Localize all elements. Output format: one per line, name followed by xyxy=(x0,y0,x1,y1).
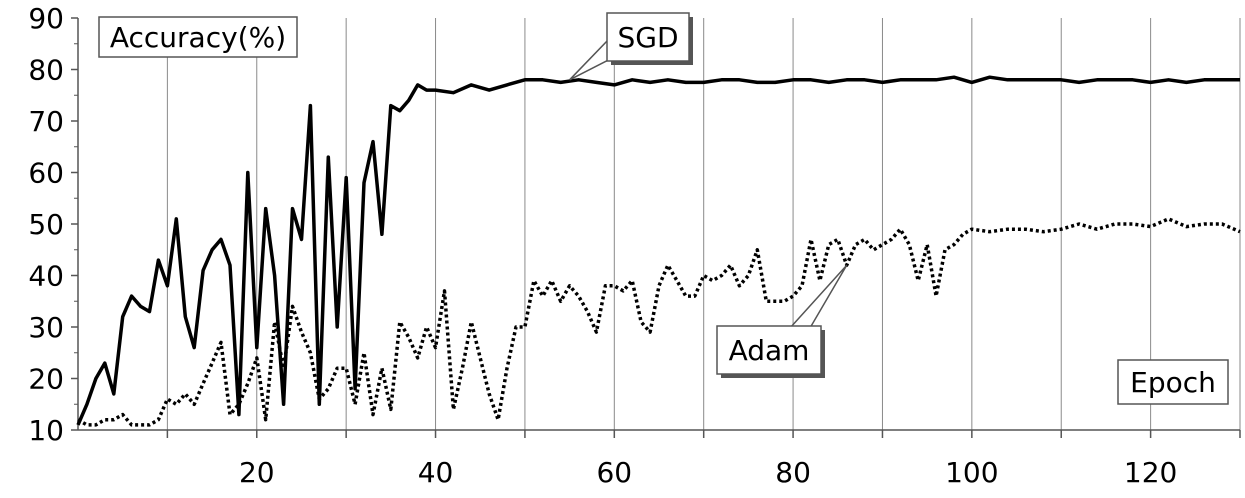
series-label-adam-text: Adam xyxy=(729,334,810,367)
x-tick-label-40: 40 xyxy=(418,456,454,489)
series-line-sgd xyxy=(76,75,1240,426)
series-lines xyxy=(76,75,1241,427)
y-axis-title-text: Accuracy(%) xyxy=(110,21,286,54)
series-label-sgd: SGD xyxy=(606,12,693,65)
y-tick-label-30: 30 xyxy=(28,311,64,344)
series-label-sgd-text: SGD xyxy=(617,21,678,54)
y-axis-title-box xyxy=(98,16,298,58)
x-axis-title-box xyxy=(1117,359,1229,405)
y-tick-label-80: 80 xyxy=(28,54,64,87)
x-tick-label-100: 100 xyxy=(945,456,998,489)
x-tick-label-60: 60 xyxy=(596,456,632,489)
x-tick-label-120: 120 xyxy=(1124,456,1177,489)
series-label-adam: Adam xyxy=(716,325,825,378)
axis-title-labels: Accuracy(%) Epoch xyxy=(98,16,1229,405)
callout-pointer-adam xyxy=(788,264,848,329)
y-axis-title: Accuracy(%) xyxy=(98,16,298,58)
vertical-gridlines xyxy=(166,18,1241,430)
y-tick-label-50: 50 xyxy=(28,208,64,241)
series-line-adam xyxy=(77,217,1241,427)
y-tick-label-10: 10 xyxy=(28,414,64,447)
y-tick-label-20: 20 xyxy=(28,363,64,396)
x-tick-label-80: 80 xyxy=(775,456,811,489)
y-tick-label-40: 40 xyxy=(28,260,64,293)
y-tick-label-70: 70 xyxy=(28,105,64,138)
series-label-adam-box xyxy=(716,325,822,375)
y-tick-label-90: 90 xyxy=(28,2,64,35)
x-axis-title-text: Epoch xyxy=(1130,366,1216,399)
x-axis-title: Epoch xyxy=(1117,359,1229,405)
y-tick-label-60: 60 xyxy=(28,157,64,190)
callouts: SGD Adam xyxy=(569,12,848,378)
x-tick-label-20: 20 xyxy=(239,456,275,489)
tick-labels: 10 20 30 40 50 60 70 80 90 20 40 60 80 100 120 xyxy=(28,2,1177,489)
axes xyxy=(71,17,1241,438)
series-label-sgd-box xyxy=(606,12,690,62)
